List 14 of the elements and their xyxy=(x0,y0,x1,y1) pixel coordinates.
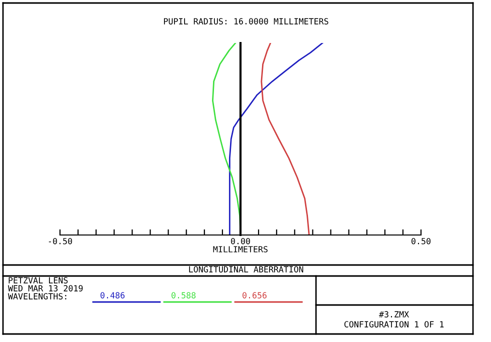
x-tick-label: 0.50 xyxy=(412,238,430,244)
text: CONFIGURATION 1 OF 1 xyxy=(344,321,444,328)
x-axis-title: MILLIMETERS xyxy=(213,246,268,252)
text: #3.ZMX xyxy=(378,311,409,318)
text: 0.588 xyxy=(172,292,196,298)
legend-title: WAVELENGTHS: xyxy=(8,293,66,300)
text: 0.656 xyxy=(242,292,267,298)
x-tick-label: -0.50 xyxy=(48,238,72,244)
chart-title: PUPIL RADIUS: 16.0000 MILLIMETERS xyxy=(164,18,328,24)
text: 0.486 xyxy=(100,292,125,298)
text: LONGITUDINAL ABERRATION xyxy=(189,266,304,272)
text: WED MAR 13 2019 xyxy=(8,285,83,292)
x-tick-label: 0.00 xyxy=(231,238,250,244)
text: PETZVAL LENS xyxy=(8,277,68,284)
